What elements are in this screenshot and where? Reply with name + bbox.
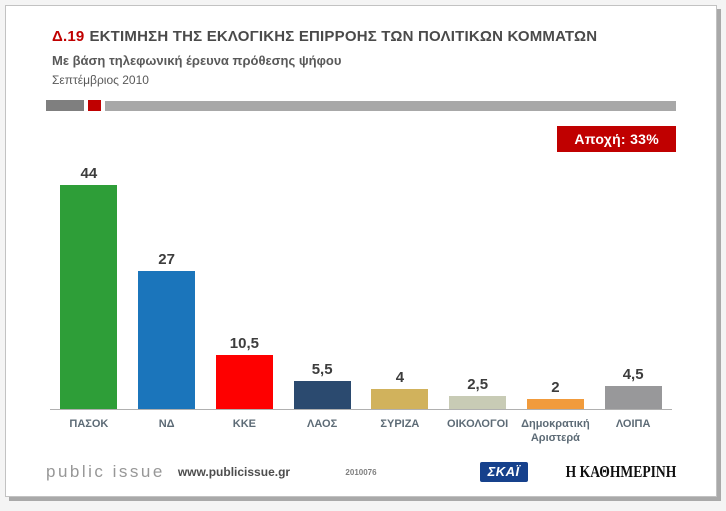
- plot-area: 44 27 10,5 5,5 4 2,5 2 4,5: [50, 158, 672, 410]
- category-labels: ΠΑΣΟΚ ΝΔ ΚΚΕ ΛΑΟΣ ΣΥΡΙΖΑ ΟΙΚΟΛΟΓΟΙ Δημοκρατική…: [50, 417, 672, 446]
- bar-value-label: 44: [80, 165, 98, 182]
- divider-segment-light: [105, 100, 676, 111]
- bar-7: [526, 399, 584, 409]
- figure-number: Δ.19: [52, 28, 85, 45]
- bar-value-label: 4,5: [622, 366, 644, 383]
- bar-column-1: 44: [50, 165, 128, 409]
- bar-8: [604, 386, 662, 409]
- category-label: ΠΑΣΟΚ: [69, 418, 109, 430]
- website-url: www.publicissue.gr: [177, 465, 291, 479]
- survey-code: 2010076: [345, 467, 377, 477]
- category-label: ΚΚΕ: [232, 418, 256, 430]
- badge-row: Αποχή: 33%: [46, 126, 676, 152]
- subtitle: Με βάση τηλεφωνική έρευνα πρόθεσης ψήφου: [52, 53, 342, 68]
- bar-3: [215, 355, 273, 409]
- bar-4: [293, 381, 351, 409]
- divider-bar: [46, 100, 676, 111]
- kathimerini-logo: Η ΚΑΘΗΜΕΡΙΝΗ: [565, 462, 676, 481]
- abstention-badge: Αποχή: 33%: [557, 126, 676, 152]
- bar-6: [449, 396, 507, 409]
- bar-value-label: 2,5: [467, 376, 489, 393]
- bar-value-label: 4: [395, 369, 405, 386]
- category-label: ΛΑΟΣ: [307, 418, 338, 430]
- bar-chart: 44 27 10,5 5,5 4 2,5 2 4,5 ΠΑΣΟΚ ΝΔ ΚΚΕ ΛΑΟΣ ΣΥΡΙΖΑ…: [50, 158, 672, 446]
- bar-column-8: 4,5: [594, 366, 672, 409]
- bar-5: [371, 389, 429, 409]
- footer: public issue www.publicissue.gr 2010076 …: [6, 462, 716, 482]
- media-logos: ΣΚΑΪ Η ΚΑΘΗΜΕΡΙΝΗ: [479, 462, 676, 482]
- bar-column-6: 2,5: [439, 376, 517, 409]
- bar-column-4: 5,5: [283, 361, 361, 409]
- skai-logo: ΣΚΑΪ: [479, 462, 528, 482]
- title-text: ΕΚΤΙΜΗΣΗ ΤΗΣ ΕΚΛΟΓΙΚΗΣ ΕΠΙΡΡΟΗΣ ΤΩΝ ΠΟΛΙ…: [89, 28, 598, 45]
- bar-column-3: 10,5: [206, 335, 284, 409]
- slide: Δ.19 ΕΚΤΙΜΗΣΗ ΤΗΣ ΕΚΛΟΓΙΚΗΣ ΕΠΙΡΡΟΗΣ ΤΩΝ …: [5, 5, 717, 497]
- divider-segment-dark: [46, 100, 84, 111]
- category-label: Δημοκρατική Αριστερά: [521, 418, 590, 445]
- category-label: ΛΟΙΠΑ: [615, 418, 651, 430]
- bar-column-5: 4: [361, 369, 439, 409]
- bar-value-label: 27: [158, 251, 175, 268]
- bar-column-7: 2: [517, 379, 595, 409]
- survey-date: Σεπτέμβριος 2010: [52, 73, 149, 87]
- bar-column-2: 27: [128, 251, 206, 409]
- bar-1: [60, 185, 118, 409]
- page-title: Δ.19 ΕΚΤΙΜΗΣΗ ΤΗΣ ΕΚΛΟΓΙΚΗΣ ΕΠΙΡΡΟΗΣ ΤΩΝ …: [52, 28, 668, 45]
- bar-value-label: 2: [551, 379, 560, 396]
- category-label: ΟΙΚΟΛΟΓΟΙ: [447, 418, 509, 430]
- bar-value-label: 10,5: [229, 335, 259, 352]
- bar-value-label: 5,5: [311, 361, 333, 378]
- header: Δ.19 ΕΚΤΙΜΗΣΗ ΤΗΣ ΕΚΛΟΓΙΚΗΣ ΕΠΙΡΡΟΗΣ ΤΩΝ …: [6, 6, 716, 87]
- category-label: ΣΥΡΙΖΑ: [380, 418, 420, 430]
- divider-segment-red: [88, 100, 101, 111]
- category-label: ΝΔ: [158, 418, 175, 430]
- public-issue-logo: public issue: [46, 462, 165, 481]
- bar-2: [138, 271, 196, 409]
